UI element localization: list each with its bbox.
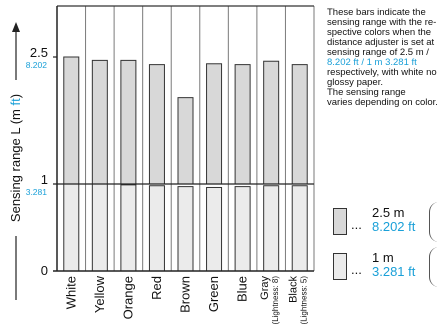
y-tick-label-ft: 3.281: [26, 187, 48, 197]
note-line: glossy paper.: [327, 77, 383, 88]
bars: [63, 56, 308, 272]
y-axis-title-unit: ft: [8, 98, 23, 106]
x-tick-label: Brown: [178, 276, 193, 313]
axes: [53, 5, 314, 272]
bar-2-5m: [177, 97, 194, 185]
x-tick-label: Blue: [235, 276, 250, 302]
legend-brace: [429, 247, 437, 287]
legend-label-m: 2.5 m: [372, 205, 405, 220]
bar-1m: [263, 185, 280, 272]
legend-dots: ...: [351, 217, 362, 232]
bar-2-5m: [263, 60, 280, 185]
legend-label-ft: 3.281 ft: [372, 264, 416, 279]
note-line: respectively, with white non-: [327, 67, 437, 78]
bar-1m: [91, 183, 108, 272]
bar-1m: [63, 183, 80, 272]
x-tick-labels: White Yellow Orange Red Brown Green Blue Gray (L…: [63, 275, 308, 324]
bar-1m: [291, 185, 308, 272]
bar-1m: [148, 185, 165, 272]
y-tick-label: 2.5: [30, 45, 48, 60]
x-tick-label: Green: [206, 276, 221, 312]
description-note: These bars indicate the sensing range wi…: [327, 8, 437, 108]
bar-2-5m: [206, 63, 223, 185]
note-line: sensing range of 2.5 m /: [327, 47, 429, 58]
bar-2-5m: [91, 59, 108, 185]
y-axis-title-main: Sensing range L (m: [8, 105, 23, 222]
bar-1m: [177, 186, 194, 272]
legend-label-ft: 8.202 ft: [372, 219, 416, 234]
bar-2-5m: [291, 64, 308, 185]
x-tick-label: Black: [288, 276, 300, 303]
note-line: 8.202 ft / 1 m 3.281 ft: [327, 57, 417, 68]
gridlines: [56, 6, 315, 271]
bar-1m: [206, 186, 223, 272]
bar-2-5m: [63, 56, 80, 185]
note-line: These bars indicate the: [327, 8, 426, 18]
y-tick-label: 1: [41, 172, 48, 187]
x-tick-label: Yellow: [92, 275, 107, 313]
y-axis-arrow-head: [12, 22, 20, 32]
x-tick-label: Orange: [120, 276, 135, 319]
x-tick-label: (Lightness: 8): [271, 276, 280, 325]
legend-item-1m: ... 1 m 3.281 ft: [333, 247, 437, 291]
y-axis-title: Sensing range L (m ft): [8, 94, 23, 222]
x-tick-label: (Lightness: 5): [300, 276, 309, 325]
bar-1m: [120, 184, 137, 272]
bar-2-5m: [120, 59, 137, 185]
y-tick-labels: 0 13.281 2.58.202: [26, 45, 48, 278]
note-line: spective colors when the: [327, 27, 432, 38]
y-axis-label-bg: [8, 80, 24, 236]
legend-label-m: 1 m: [372, 250, 394, 265]
legend-item-2-5m: ... 2.5 m 8.202 ft: [333, 202, 437, 246]
y-tick-label: 0: [41, 263, 48, 278]
note-line: varies depending on color.: [327, 97, 437, 108]
bar-2-5m: [234, 64, 251, 185]
x-tick-label: White: [63, 276, 78, 309]
note-line: sensing range with the re-: [327, 17, 437, 28]
note-line: The sensing range: [327, 87, 406, 98]
bar-2-5m: [148, 64, 165, 185]
legend-brace: [429, 202, 437, 242]
y-tick-label-ft: 8.202: [26, 60, 48, 70]
legend-swatch: [333, 253, 347, 280]
x-tick-label: Gray: [259, 276, 271, 300]
bar-1m: [234, 186, 251, 272]
x-tick-label: Red: [149, 276, 164, 300]
y-axis-label: Sensing range L (m ft): [8, 22, 24, 300]
legend-swatch: [333, 208, 347, 235]
note-line: distance adjuster is set at a: [327, 37, 437, 48]
legend-dots: ...: [351, 262, 362, 277]
y-axis-title-close: ): [8, 94, 23, 98]
